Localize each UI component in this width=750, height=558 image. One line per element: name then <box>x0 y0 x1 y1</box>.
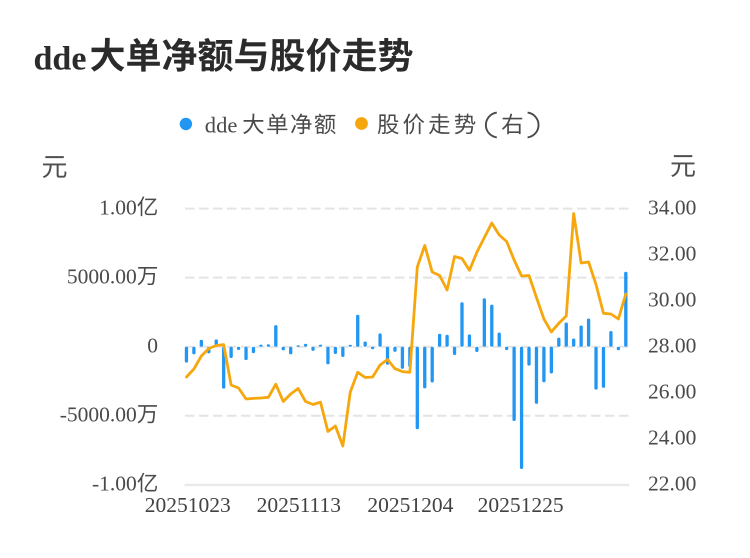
svg-text:20251113: 20251113 <box>257 493 341 517</box>
svg-text:dde: dde <box>34 41 87 78</box>
svg-text:32.00: 32.00 <box>648 241 696 265</box>
svg-text:34.00: 34.00 <box>648 195 696 219</box>
svg-text:24.00: 24.00 <box>648 426 696 450</box>
svg-text:dde: dde <box>205 112 238 137</box>
svg-text:20251023: 20251023 <box>145 493 231 517</box>
svg-text:28.00: 28.00 <box>648 334 696 358</box>
svg-text:22.00: 22.00 <box>648 472 696 496</box>
svg-text:20251204: 20251204 <box>367 493 453 517</box>
svg-text:30.00: 30.00 <box>648 288 696 312</box>
svg-text:1.00: 1.00 <box>99 195 137 219</box>
svg-text:-1.00: -1.00 <box>92 472 137 496</box>
svg-text:0: 0 <box>147 334 158 358</box>
svg-text:-5000.00: -5000.00 <box>60 403 137 427</box>
svg-text:20251225: 20251225 <box>478 493 564 517</box>
svg-text:26.00: 26.00 <box>648 380 696 404</box>
svg-text:5000.00: 5000.00 <box>67 264 137 288</box>
